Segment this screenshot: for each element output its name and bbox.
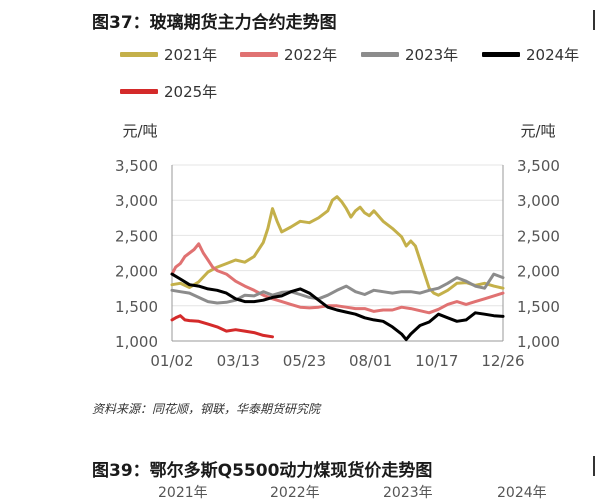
next-legend-item: 2022年 xyxy=(270,485,320,501)
legend-label: 2023年 xyxy=(405,46,459,64)
legend-swatch xyxy=(240,52,278,57)
source-note: 资料来源：同花顺，钢联，华泰期货研究院 xyxy=(92,402,321,416)
legend-item: 2021年 xyxy=(120,44,217,65)
legend-item: 2023年 xyxy=(361,44,458,65)
next-legend-item: 2023年 xyxy=(383,485,433,501)
series-line-2022 xyxy=(170,242,505,315)
y-tick-label-left: 2,000 xyxy=(115,263,158,281)
line-chart: 1,000 1,000 1,500 1,500 2,000 2,000 2,500 2,500… xyxy=(115,122,560,370)
y-tick-label-left: 2,500 xyxy=(115,227,158,245)
y-tick-label-right: 3,500 xyxy=(517,157,560,175)
right-edge-marker-2 xyxy=(593,456,595,476)
legend-label: 2024年 xyxy=(526,46,580,64)
legend-swatch xyxy=(120,52,158,57)
y-tick-label-right: 1,000 xyxy=(517,333,560,351)
figure-title: 图37：玻璃期货主力合约走势图 xyxy=(92,13,337,33)
series-line-2023 xyxy=(170,272,505,305)
legend-label: 2021年 xyxy=(164,46,218,64)
y-unit-label-right: 元/吨 xyxy=(520,122,555,140)
y-tick-label-left: 1,500 xyxy=(115,298,158,316)
legend-item: 2025年 xyxy=(120,81,217,102)
next-legend-item: 2021年 xyxy=(158,485,208,501)
y-tick-label-right: 2,000 xyxy=(517,263,560,281)
legend-label: 2025年 xyxy=(164,83,218,101)
legend-item: 2022年 xyxy=(240,44,337,65)
x-tick-label: 03/13 xyxy=(217,352,260,370)
right-edge-marker xyxy=(593,10,595,30)
legend-swatch xyxy=(120,89,158,94)
y-tick-label-right: 3,000 xyxy=(517,192,560,210)
legend-swatch xyxy=(361,52,399,57)
x-tick-label: 05/23 xyxy=(283,352,326,370)
y-tick-label-right: 1,500 xyxy=(517,298,560,316)
x-tick-label: 12/26 xyxy=(481,352,524,370)
y-tick-label-right: 2,500 xyxy=(517,227,560,245)
y-unit-label-left: 元/吨 xyxy=(122,122,157,140)
y-tick-label-left: 3,500 xyxy=(115,157,158,175)
legend-label: 2022年 xyxy=(284,46,338,64)
next-legend-item: 2024年 xyxy=(497,485,547,501)
x-tick-label: 10/17 xyxy=(415,352,458,370)
y-tick-label-left: 1,000 xyxy=(115,333,158,351)
series-line-2021 xyxy=(170,195,505,297)
legend-swatch xyxy=(482,52,520,57)
next-figure-title: 图39：鄂尔多斯Q5500动力煤现货价走势图 xyxy=(92,461,433,481)
y-tick-label-left: 3,000 xyxy=(115,192,158,210)
series-line-2025 xyxy=(170,314,274,339)
legend-item: 2024年 xyxy=(482,44,579,65)
x-tick-label: 01/02 xyxy=(150,352,193,370)
x-tick-label: 08/01 xyxy=(349,352,392,370)
series-line-2024 xyxy=(170,272,505,342)
